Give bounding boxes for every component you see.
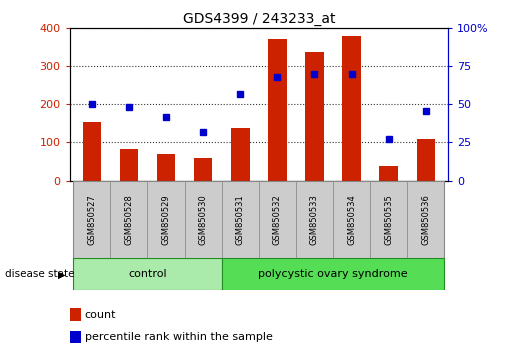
- Bar: [147, 181, 184, 258]
- Text: GSM850532: GSM850532: [273, 194, 282, 245]
- Bar: [305, 52, 324, 181]
- Bar: [268, 39, 287, 181]
- Bar: [380, 166, 398, 181]
- Bar: [221, 258, 444, 290]
- Text: GSM850536: GSM850536: [421, 194, 431, 245]
- Bar: [82, 121, 101, 181]
- Text: control: control: [128, 269, 167, 279]
- Bar: [194, 159, 212, 181]
- Bar: [70, 308, 81, 321]
- Bar: [184, 181, 221, 258]
- Bar: [157, 154, 175, 181]
- Text: GSM850529: GSM850529: [162, 194, 170, 245]
- Text: GSM850527: GSM850527: [87, 194, 96, 245]
- Bar: [221, 181, 259, 258]
- Bar: [119, 149, 138, 181]
- Bar: [407, 181, 444, 258]
- Text: percentile rank within the sample: percentile rank within the sample: [84, 332, 272, 342]
- Text: polycystic ovary syndrome: polycystic ovary syndrome: [258, 269, 408, 279]
- Bar: [296, 181, 333, 258]
- Bar: [417, 139, 435, 181]
- Text: GSM850534: GSM850534: [347, 194, 356, 245]
- Bar: [231, 128, 249, 181]
- Bar: [333, 181, 370, 258]
- Text: GSM850533: GSM850533: [310, 194, 319, 245]
- Title: GDS4399 / 243233_at: GDS4399 / 243233_at: [182, 12, 335, 26]
- Text: GSM850530: GSM850530: [199, 194, 208, 245]
- Bar: [342, 36, 361, 181]
- Text: count: count: [84, 309, 116, 320]
- Bar: [110, 181, 147, 258]
- Bar: [73, 258, 221, 290]
- Bar: [259, 181, 296, 258]
- Bar: [73, 181, 110, 258]
- Text: GSM850528: GSM850528: [125, 194, 133, 245]
- Text: disease state: disease state: [5, 269, 75, 279]
- Bar: [70, 331, 81, 343]
- Text: GSM850531: GSM850531: [236, 194, 245, 245]
- Bar: [370, 181, 407, 258]
- Text: GSM850535: GSM850535: [384, 194, 393, 245]
- Text: ▶: ▶: [58, 269, 65, 279]
